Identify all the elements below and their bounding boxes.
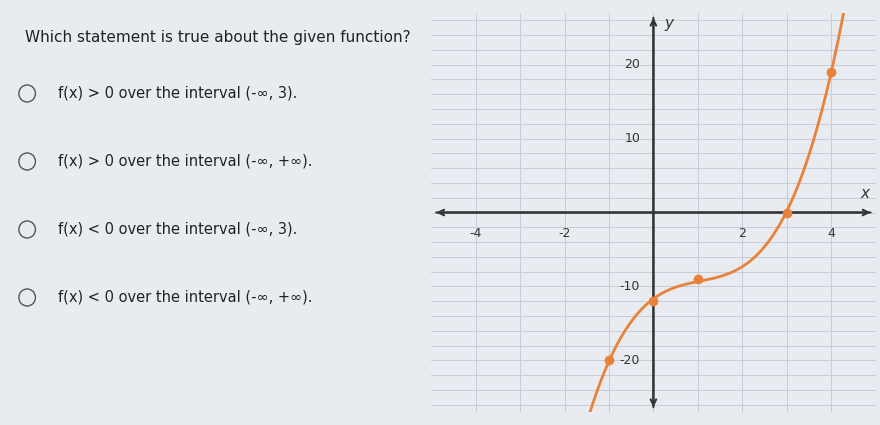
Text: 4: 4 — [827, 227, 835, 240]
Text: x: x — [860, 187, 869, 201]
Text: f(x) < 0 over the interval (-∞, 3).: f(x) < 0 over the interval (-∞, 3). — [58, 222, 297, 237]
Text: Which statement is true about the given function?: Which statement is true about the given … — [26, 30, 411, 45]
Text: -4: -4 — [469, 227, 482, 240]
Text: 20: 20 — [624, 58, 640, 71]
Text: f(x) > 0 over the interval (-∞, 3).: f(x) > 0 over the interval (-∞, 3). — [58, 86, 297, 101]
Text: -2: -2 — [558, 227, 571, 240]
Text: 10: 10 — [624, 132, 640, 145]
Text: 2: 2 — [738, 227, 746, 240]
Text: -10: -10 — [620, 280, 640, 293]
Text: y: y — [664, 17, 673, 31]
Text: f(x) > 0 over the interval (-∞, +∞).: f(x) > 0 over the interval (-∞, +∞). — [58, 154, 312, 169]
Text: f(x) < 0 over the interval (-∞, +∞).: f(x) < 0 over the interval (-∞, +∞). — [58, 290, 312, 305]
Text: -20: -20 — [620, 354, 640, 367]
